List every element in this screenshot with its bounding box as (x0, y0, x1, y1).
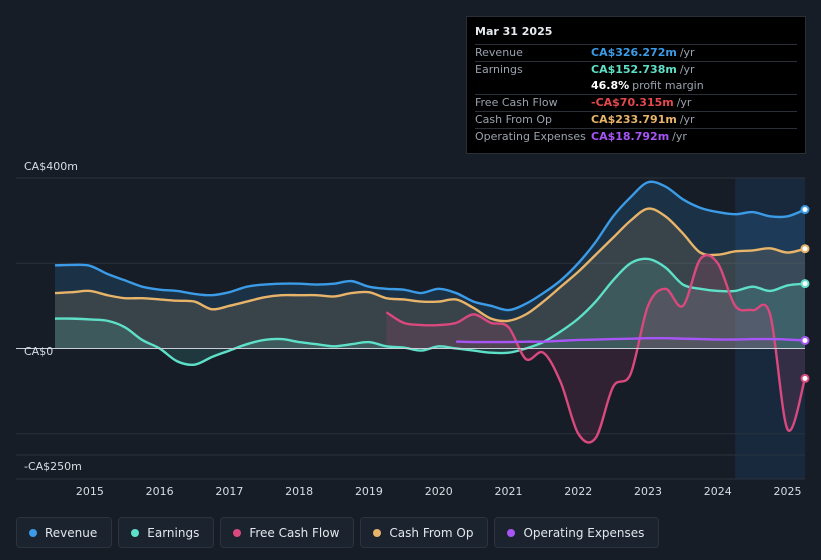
tooltip-value: -CA$70.315m (591, 96, 674, 109)
x-axis-labels: 2015 2016 2017 2018 2019 2020 2021 2022 2023 2024… (76, 485, 802, 498)
legend-label: Operating Expenses (523, 525, 645, 540)
tooltip-row-earnings: Earnings CA$152.738m /yr (475, 61, 797, 78)
tooltip-row-operating-expenses: Operating Expenses CA$18.792m /yr (475, 128, 797, 145)
x-tick-label: 2018 (285, 485, 313, 498)
legend-label: Revenue (45, 525, 98, 540)
tooltip-row-revenue: Revenue CA$326.272m /yr (475, 44, 797, 61)
legend-label: Earnings (147, 525, 200, 540)
x-tick-label: 2023 (634, 485, 662, 498)
gridlines (16, 177, 805, 456)
tooltip-label: Revenue (475, 46, 523, 59)
tooltip-unit: /yr (676, 96, 692, 109)
legend: Revenue Earnings Free Cash Flow Cash Fro… (16, 517, 660, 548)
tooltip-label: Operating Expenses (475, 130, 586, 143)
tooltip-row-cash-from-op: Cash From Op CA$233.791m /yr (475, 111, 797, 128)
tooltip-value: 46.8% (591, 79, 630, 92)
operating-expenses-line (456, 336, 806, 344)
x-tick-label: 2024 (704, 485, 732, 498)
legend-item-revenue[interactable]: Revenue (16, 517, 113, 548)
free-cash-flow-end-point (800, 373, 810, 383)
legend-dot-icon (373, 528, 382, 537)
y-tick-label: CA$0 (24, 345, 53, 358)
tooltip-value: CA$152.738m (591, 63, 677, 76)
tooltip-value: CA$233.791m (591, 113, 677, 126)
earnings-end-point (800, 279, 810, 289)
tooltip-row-free-cash-flow: Free Cash Flow -CA$70.315m /yr (475, 94, 797, 111)
cash-from-op-area (54, 208, 806, 349)
tooltip-label (475, 78, 591, 94)
legend-item-earnings[interactable]: Earnings (118, 517, 215, 548)
legend-item-free-cash-flow[interactable]: Free Cash Flow (220, 517, 355, 548)
y-tick-label: -CA$250m (24, 460, 82, 473)
tooltip-value: CA$326.272m (591, 46, 677, 59)
legend-dot-icon (233, 528, 242, 537)
revenue-area (54, 181, 806, 349)
tooltip-label: Free Cash Flow (475, 96, 558, 109)
tooltip-unit: /yr (679, 46, 695, 59)
legend-dot-icon (131, 528, 140, 537)
tooltip-unit: profit margin (632, 79, 704, 92)
cash-from-op-line (54, 207, 806, 323)
tooltip-value: CA$18.792m (591, 130, 670, 143)
x-tick-label: 2025 (774, 485, 802, 498)
tooltip-unit: /yr (679, 63, 695, 76)
revenue-end-point (800, 205, 810, 215)
tooltip-row-profit-margin: 46.8% profit margin (475, 78, 797, 94)
x-tick-label: 2016 (146, 485, 174, 498)
revenue-line (54, 180, 806, 312)
series-lines (54, 180, 807, 444)
operating-expenses-end-point (800, 335, 810, 345)
x-tick-label: 2022 (564, 485, 592, 498)
x-tick-label: 2019 (355, 485, 383, 498)
legend-item-operating-expenses[interactable]: Operating Expenses (494, 517, 660, 548)
legend-dot-icon (29, 528, 37, 537)
data-tooltip: Mar 31 2025 Revenue CA$326.272m /yr Earn… (466, 16, 806, 154)
x-tick-label: 2020 (425, 485, 453, 498)
legend-label: Cash From Op (389, 525, 474, 540)
legend-label: Free Cash Flow (249, 525, 340, 540)
tooltip-date: Mar 31 2025 (475, 25, 553, 38)
y-axis-labels: CA$400m CA$0 -CA$250m (24, 160, 82, 473)
x-tick-label: 2015 (76, 485, 104, 498)
x-tick-label: 2017 (215, 485, 243, 498)
legend-dot-icon (507, 528, 516, 537)
free-cash-flow-line (385, 253, 807, 444)
tooltip-label: Cash From Op (475, 113, 553, 126)
series-end-dots (800, 205, 810, 383)
tooltip-unit: /yr (672, 130, 687, 143)
y-tick-label: CA$400m (24, 160, 78, 173)
cash-from-op-end-point (800, 244, 810, 254)
tooltip-unit: /yr (679, 113, 695, 126)
legend-item-cash-from-op[interactable]: Cash From Op (360, 517, 489, 548)
past-period-highlight (735, 178, 805, 479)
x-tick-label: 2021 (494, 485, 522, 498)
tooltip-label: Earnings (475, 63, 523, 76)
